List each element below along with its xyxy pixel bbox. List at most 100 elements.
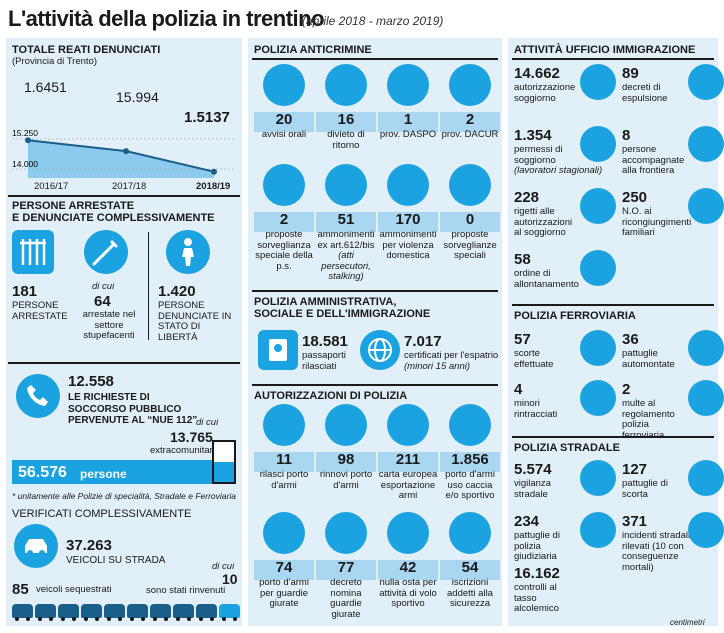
reati-title: TOTALE REATI DENUNCIATI: [12, 44, 161, 56]
stop-hand-icon: [325, 64, 367, 106]
cell-band: [316, 560, 376, 580]
persons-banner: [12, 460, 222, 484]
cell-label: rinnovi porto d'armi: [319, 469, 373, 491]
item-label: persone accompagnate alla frontiera: [622, 144, 685, 176]
verified-title: VERIFICATI COMPLESSIVAMENTE: [12, 508, 192, 520]
item-label: ordine di allontanamento: [514, 268, 579, 290]
cell-label: rilasci porto d'armi: [259, 469, 309, 491]
motorbike-icon: [688, 460, 724, 496]
data-label-0: 1.6451: [24, 79, 67, 95]
cell-number: 211: [395, 451, 421, 468]
walking-person-icon: [166, 230, 210, 274]
denounced-number: 1.420: [158, 283, 196, 300]
item-number: 2: [622, 381, 631, 398]
cell-band: [440, 452, 500, 472]
divider: [8, 362, 240, 364]
separator: [148, 232, 149, 340]
divider: [252, 58, 498, 60]
item-number: 14.662: [514, 65, 560, 82]
page-subtitle: (aprile 2018 - marzo 2019): [302, 14, 444, 28]
item-label: pattuglie di polizia giudiziaria: [514, 530, 560, 562]
divider: [252, 384, 498, 386]
amministrativa-title-1: POLIZIA AMMINISTRATIVA,: [254, 296, 397, 308]
data-label-2: 1.5137: [184, 109, 230, 126]
car-icon: [81, 604, 102, 621]
item-number: 16.162: [514, 565, 560, 582]
permit-icon: [580, 64, 616, 100]
x-tick-2: 2018/19: [196, 181, 231, 192]
globe-icon: [360, 330, 400, 370]
found-label: sono stati rinvenuti: [146, 585, 226, 596]
item-label: autorizzazione soggiorno: [514, 82, 576, 104]
cell-band: [378, 452, 438, 472]
persons-number: 56.576: [18, 464, 67, 481]
cell-label: nulla osta per attività di volo sportivo: [379, 577, 437, 609]
anticrimine-title: POLIZIA ANTICRIMINE: [254, 44, 372, 56]
extra-bar: [212, 440, 236, 484]
reati-subtitle: (Provincia di Trento): [12, 56, 98, 67]
cell-band: [316, 452, 376, 472]
car-icon: [35, 604, 56, 621]
children-icon: [580, 380, 616, 416]
seized-number: 85: [12, 581, 29, 598]
car-icon: [150, 604, 171, 621]
extra-label: extracomunitari: [150, 445, 215, 456]
cell-number: 170: [395, 211, 421, 228]
y-tick-low: 14.000: [12, 159, 38, 169]
passports-number: 18.581: [302, 333, 348, 350]
renew-icon: [325, 404, 367, 446]
immigrazione-title: ATTIVITÀ UFFICIO IMMIGRAZIONE: [514, 44, 696, 56]
divider: [512, 304, 714, 306]
domestic-violence-icon: [387, 164, 429, 206]
escort-icon: [688, 126, 724, 162]
arrested-label: PERSONE ARRESTATE: [12, 300, 68, 322]
cell-band: [254, 212, 314, 232]
car-icon: [173, 604, 194, 621]
cell-label: porto d'armi uso caccia e/o sportivo: [445, 469, 495, 501]
car-icon: [127, 604, 148, 621]
surveillance-icon: [449, 164, 491, 206]
officer-icon: [263, 164, 305, 206]
cell-label: ammonimenti per violenza domestica: [379, 229, 437, 261]
item-number: 250: [622, 189, 648, 206]
cell-number: 51: [337, 211, 355, 228]
item-label: vigilanza stradale: [514, 478, 551, 500]
documents-icon: [688, 64, 724, 100]
cell-band: [440, 212, 500, 232]
item-label: minori rintracciati: [514, 398, 558, 420]
item-number: 89: [622, 65, 639, 82]
cell-band: [254, 112, 314, 132]
data-point-1: [123, 148, 129, 155]
security-icon: [449, 512, 491, 554]
cell-label: carta europea esportazione armi: [378, 469, 438, 501]
cell-label: decreto nomina guardie giurate: [330, 577, 362, 620]
order-icon: [580, 250, 616, 286]
cell-label: proposte sorveglianza speciale della p.s…: [255, 229, 313, 272]
car-icon: [196, 604, 217, 621]
car-icon: [219, 604, 240, 621]
cell-label: porto d'armi per guardie giurate: [259, 577, 309, 609]
item-number: 57: [514, 331, 531, 348]
item-label: rigetti alle autorizzazioni al soggiorno: [514, 206, 573, 238]
x-tick-0: 2016/17: [34, 181, 69, 192]
amministrativa-title-2: SOCIALE E DELL'IMMIGRAZIONE: [254, 308, 431, 320]
calls-label: LE RICHIESTE DI SOCCORSO PUBBLICO PERVEN…: [68, 392, 198, 426]
item-label: pattuglie di scorta: [622, 478, 668, 500]
item-number: 5.574: [514, 461, 552, 478]
fine-icon: [688, 380, 724, 416]
cell-label: prov. DACUR: [441, 129, 499, 140]
item-number: 127: [622, 461, 648, 478]
certificates-label: certificati per l'espatrio: [404, 350, 499, 361]
car-icon: [104, 604, 125, 621]
persons-label: persone: [80, 467, 127, 481]
accident-icon: [688, 512, 724, 548]
data-point-2: [211, 168, 217, 175]
ferroviaria-title: POLIZIA FERROVIARIA: [514, 310, 636, 322]
cell-label: prov. DASPO: [379, 129, 437, 140]
cell-number: 20: [275, 111, 293, 128]
certificates-number: 7.017: [404, 333, 442, 350]
ticket-icon: [449, 64, 491, 106]
gun-icon: [263, 404, 305, 446]
item-number: 36: [622, 331, 639, 348]
jail-icon: [12, 230, 54, 274]
